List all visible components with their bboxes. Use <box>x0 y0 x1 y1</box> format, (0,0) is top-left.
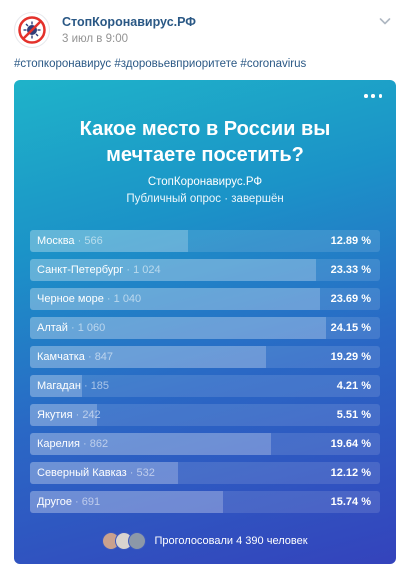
poll-option: Черное море · 1 040 23.69 % <box>30 288 380 310</box>
poll-option: Другое · 691 15.74 % <box>30 491 380 513</box>
poll-option: Камчатка · 847 19.29 % <box>30 346 380 368</box>
poll-option-count: 532 <box>136 467 155 479</box>
poll-option-fill <box>30 433 271 455</box>
post-header: СтопКоронавирус.РФ 3 июл в 9:00 <box>14 12 394 48</box>
poll-option-name: Карелия <box>37 438 80 450</box>
poll-option-separator: · <box>80 380 91 392</box>
poll-option-label: Якутия · 242 <box>37 404 101 426</box>
poll-option-fill <box>30 259 316 281</box>
poll-option-separator: · <box>123 264 134 276</box>
poll-option-separator: · <box>79 438 90 450</box>
poll-meta: Публичный опрос · завершён <box>126 193 284 205</box>
poll-option: Москва · 566 12.89 % <box>30 230 380 252</box>
poll-option-percent: 12.12 % <box>330 467 371 479</box>
poll-option-fill <box>30 230 188 252</box>
poll-option-count: 242 <box>82 409 101 421</box>
poll-option-label: Черное море · 1 040 <box>37 288 141 310</box>
poll-option-label: Северный Кавказ · 532 <box>37 462 155 484</box>
poll-option-name: Северный Кавказ <box>37 467 127 479</box>
poll-options: Москва · 566 12.89 % Санкт-Петербург · 1 0… <box>30 230 380 520</box>
poll-option-fill <box>30 375 82 397</box>
voter-avatars[interactable] <box>102 532 147 550</box>
poll-card: Какое место в России вы мечтаете посетит… <box>14 80 396 564</box>
post-date[interactable]: 3 июл в 9:00 <box>62 32 128 45</box>
poll-option-count: 847 <box>94 351 114 363</box>
poll-option-percent: 24.15 % <box>330 322 371 334</box>
poll-option-percent: 15.74 % <box>330 496 371 508</box>
poll-option: Северный Кавказ · 532 12.12 % <box>30 462 380 484</box>
poll-option-fill <box>30 346 267 368</box>
poll-option-label: Карелия · 862 <box>37 433 108 455</box>
poll-option-count: 862 <box>89 438 109 450</box>
coronavirus-stop-logo <box>18 16 46 44</box>
poll-option-name: Другое <box>37 496 72 508</box>
author-name[interactable]: СтопКоронавирус.РФ <box>62 14 196 29</box>
poll-option-label: Другое · 691 <box>37 491 100 513</box>
poll-option: Карелия · 862 19.64 % <box>30 433 380 455</box>
poll-option-label: Москва · 566 <box>37 230 103 252</box>
poll-option-separator: · <box>84 351 95 363</box>
chevron-down-icon[interactable] <box>378 14 392 28</box>
poll-option-count: 691 <box>81 496 101 508</box>
poll-option-separator: · <box>67 322 78 334</box>
poll-option-fill <box>30 404 98 426</box>
voters-count[interactable]: Проголосовали 4 390 человек <box>154 535 308 547</box>
poll-option-separator: · <box>74 235 85 247</box>
poll-option-count: 185 <box>90 380 110 392</box>
poll-option-label: Санкт-Петербург · 1 024 <box>37 259 161 281</box>
poll-option-percent: 4.21 % <box>336 380 371 392</box>
poll-option-name: Санкт-Петербург <box>37 264 124 276</box>
voter-avatar[interactable] <box>128 532 147 550</box>
poll-option-count: 1 040 <box>113 293 142 305</box>
poll-option-separator: · <box>126 467 137 479</box>
poll-option-percent: 19.64 % <box>330 438 371 450</box>
poll-option-fill <box>30 491 223 513</box>
poll-option-count: 566 <box>84 235 103 247</box>
more-horizontal-icon[interactable] <box>364 92 382 100</box>
poll-option: Якутия · 242 5.51 % <box>30 404 380 426</box>
poll-option: Санкт-Петербург · 1 024 23.33 % <box>30 259 380 281</box>
poll-option-label: Магадан · 185 <box>37 375 109 397</box>
poll-option-name: Камчатка <box>37 351 85 363</box>
post-hashtags[interactable]: #стопкоронавирус #здоровьевприоритете #c… <box>14 58 307 70</box>
poll-voters: Проголосовали 4 390 человек <box>14 532 396 550</box>
poll-option-percent: 19.29 % <box>330 351 371 363</box>
poll-option-name: Магадан <box>37 380 81 392</box>
poll-option-fill <box>30 317 326 339</box>
poll-option-name: Москва <box>37 235 75 247</box>
poll-option-label: Алтай · 1 060 <box>37 317 105 339</box>
poll-option-name: Якутия <box>37 409 73 421</box>
poll-option-fill <box>30 288 321 310</box>
poll-author: СтопКоронавирус.РФ <box>147 176 263 188</box>
poll-option-separator: · <box>103 293 114 305</box>
poll-option: Алтай · 1 060 24.15 % <box>30 317 380 339</box>
poll-option-separator: · <box>71 496 82 508</box>
poll-option-name: Алтай <box>37 322 68 334</box>
poll-option-percent: 12.89 % <box>330 235 371 247</box>
poll-option: Магадан · 185 4.21 % <box>30 375 380 397</box>
poll-option-separator: · <box>72 409 83 421</box>
poll-option-percent: 5.51 % <box>336 409 371 421</box>
poll-option-count: 1 060 <box>77 322 106 334</box>
poll-option-fill <box>30 462 179 484</box>
poll-question: Какое место в России вы мечтаете посетит… <box>79 118 331 166</box>
poll-option-count: 1 024 <box>133 264 161 276</box>
poll-option-label: Камчатка · 847 <box>37 346 113 368</box>
poll-option-name: Черное море <box>37 293 104 305</box>
community-avatar[interactable] <box>14 12 50 48</box>
poll-option-percent: 23.69 % <box>330 293 371 305</box>
poll-option-percent: 23.33 % <box>330 264 371 276</box>
author-block: СтопКоронавирус.РФ 3 июл в 9:00 <box>62 14 196 47</box>
